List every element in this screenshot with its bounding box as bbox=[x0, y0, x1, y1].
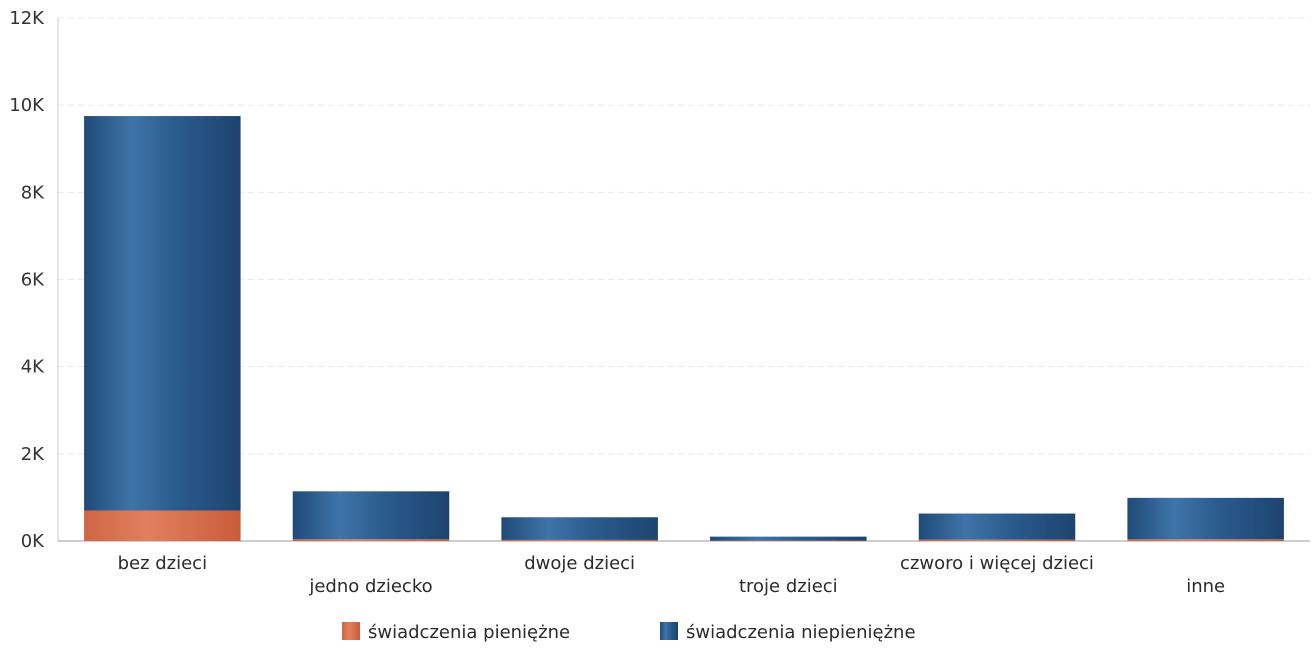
bar-swiadczenia-niepieniezne bbox=[501, 517, 658, 540]
x-tick-label: troje dzieci bbox=[739, 576, 838, 597]
bar-swiadczenia-pieniezne bbox=[84, 510, 241, 541]
legend-label: świadczenia pieniężne bbox=[368, 622, 570, 643]
bar-swiadczenia-pieniezne bbox=[1127, 539, 1284, 541]
axes bbox=[57, 18, 1310, 542]
bar-swiadczenia-niepieniezne bbox=[292, 491, 450, 540]
y-tick-label: 8K bbox=[21, 182, 45, 203]
grid-lines: 0K 2K 4K 6K 8K 10K 12K bbox=[9, 8, 1310, 552]
legend-swatch bbox=[660, 622, 678, 640]
bar-swiadczenia-niepieniezne bbox=[84, 116, 241, 511]
bar-swiadczenia-niepieniezne bbox=[1127, 497, 1284, 540]
x-tick-label: czworo i więcej dzieci bbox=[900, 553, 1094, 574]
x-tick-label: dwoje dzieci bbox=[524, 553, 635, 574]
x-tick-label: bez dzieci bbox=[118, 553, 208, 574]
y-tick-label: 6K bbox=[21, 270, 45, 291]
x-tick-label: jedno dziecko bbox=[308, 576, 432, 597]
y-tick-label: 2K bbox=[21, 444, 45, 465]
y-tick-label: 10K bbox=[9, 95, 45, 116]
bar-swiadczenia-niepieniezne bbox=[918, 513, 1076, 540]
bar-swiadczenia-pieniezne bbox=[292, 539, 450, 541]
bar-swiadczenia-pieniezne bbox=[501, 539, 658, 541]
x-axis-labels: bez dzieci jedno dziecko dwoje dzieci troje… bbox=[118, 553, 1226, 597]
bar-swiadczenia-pieniezne bbox=[710, 540, 867, 541]
legend: świadczenia pieniężne świadczenia niepien… bbox=[342, 622, 916, 643]
legend-label: świadczenia niepieniężne bbox=[686, 622, 916, 643]
y-tick-label: 0K bbox=[21, 531, 45, 552]
legend-swatch bbox=[342, 622, 360, 640]
bar-swiadczenia-pieniezne bbox=[918, 539, 1076, 541]
y-tick-label: 4K bbox=[21, 357, 45, 378]
bars bbox=[84, 116, 1284, 541]
bar-swiadczenia-niepieniezne bbox=[710, 536, 867, 541]
y-tick-label: 12K bbox=[9, 8, 45, 29]
x-tick-label: inne bbox=[1186, 576, 1225, 597]
